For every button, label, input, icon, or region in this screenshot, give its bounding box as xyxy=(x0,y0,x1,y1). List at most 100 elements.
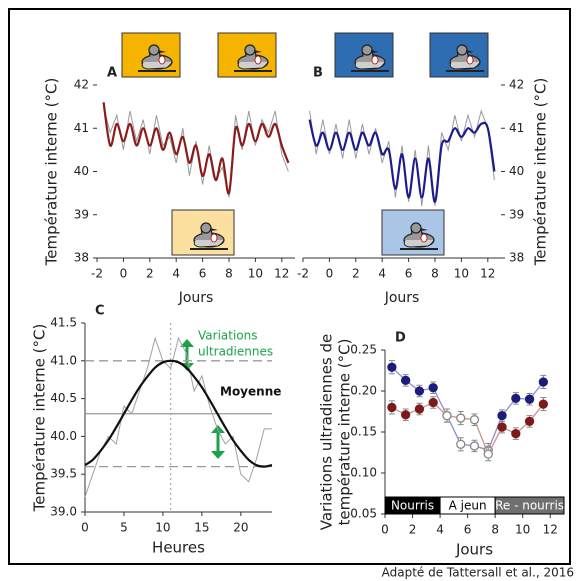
x-tick-label: 12 xyxy=(274,267,289,281)
y-tick-label: 40.0 xyxy=(50,429,77,443)
icon xyxy=(171,209,235,256)
x-tick-label: 8 xyxy=(431,267,439,281)
data-point xyxy=(387,362,397,372)
source: Adapté de Tattersall et al., 2016 xyxy=(382,566,574,580)
data-point xyxy=(401,375,411,385)
y-tick-label: 41 xyxy=(509,121,524,135)
x-tick-label: 8 xyxy=(225,267,233,281)
x-tick-label: 10 xyxy=(515,523,530,537)
panel-letter: A xyxy=(107,66,117,81)
panel-letter: C xyxy=(95,304,105,319)
x-axis-title: Jours xyxy=(178,290,214,306)
x-tick-label: 5 xyxy=(120,521,128,535)
y-axis-title: Température interne (°C) xyxy=(43,78,61,267)
data-point xyxy=(524,416,535,426)
y-tick-label: 39 xyxy=(74,207,89,221)
data-point xyxy=(442,410,452,421)
x-tick-label: 0 xyxy=(120,267,128,281)
data-point xyxy=(456,413,466,423)
icon xyxy=(217,32,277,78)
y-tick-label: 42 xyxy=(74,78,89,92)
data-line xyxy=(391,366,544,451)
data-point xyxy=(401,410,411,420)
x-tick-label: 10 xyxy=(155,521,170,535)
data-point xyxy=(387,402,397,413)
y-tick-label: 41.5 xyxy=(50,316,77,330)
y-tick-label: 0.10 xyxy=(350,466,377,480)
x-tick-label: 4 xyxy=(378,267,386,281)
x-tick-label: 6 xyxy=(199,267,207,281)
data-point xyxy=(538,399,548,409)
y-tick-label: 39.0 xyxy=(50,505,77,519)
x-tick-label: 0 xyxy=(81,521,89,535)
data-point xyxy=(428,397,438,408)
x-tick-label: 20 xyxy=(233,521,248,535)
data-point xyxy=(456,439,466,449)
y-axis-title: température interne (°C) xyxy=(336,339,354,526)
x-tick-label: 15 xyxy=(194,521,209,535)
x-tick-label: 4 xyxy=(172,267,180,281)
data-point xyxy=(497,410,507,421)
data-line xyxy=(84,359,273,468)
phase-bar xyxy=(494,496,565,515)
panel-letter: B xyxy=(313,66,323,81)
x-tick-label: 10 xyxy=(454,267,469,281)
y-tick-label: 38 xyxy=(74,251,89,265)
data-point xyxy=(511,428,521,439)
figure-frame xyxy=(8,8,571,565)
data-line xyxy=(84,336,272,498)
panel-letter: D xyxy=(395,331,406,346)
icon xyxy=(429,32,489,78)
phase-label: Re - nourris xyxy=(495,499,564,513)
data-point xyxy=(538,377,548,387)
data-point xyxy=(483,449,493,459)
data-line xyxy=(103,106,289,198)
x-tick-label: 6 xyxy=(464,523,472,537)
y-tick-label: 38 xyxy=(509,251,524,265)
y-tick-label: 40 xyxy=(509,164,524,178)
x-tick-label: 0 xyxy=(381,523,389,537)
data-point xyxy=(524,394,535,404)
annotation: Variations xyxy=(198,329,258,343)
y-tick-label: 41.0 xyxy=(50,353,77,367)
y-tick-label: 40 xyxy=(74,164,89,178)
icon xyxy=(381,209,445,256)
annotation: ultradiennes xyxy=(198,345,273,359)
y-tick-label: 39 xyxy=(509,207,524,221)
y-tick-label: 41 xyxy=(74,121,89,135)
data-point xyxy=(414,386,425,396)
data-point xyxy=(497,422,507,432)
data-line xyxy=(391,401,544,456)
x-axis-title: Heures xyxy=(152,539,205,557)
y-tick-label: 40.5 xyxy=(50,391,77,405)
x-tick-label: -2 xyxy=(297,267,309,281)
x-tick-label: 12 xyxy=(543,523,558,537)
y-axis-title: Température interne (°C) xyxy=(31,324,49,513)
data-line xyxy=(102,102,290,195)
x-tick-label: 6 xyxy=(405,267,413,281)
data-point xyxy=(469,441,480,451)
data-point xyxy=(469,415,480,425)
data-line xyxy=(309,109,495,207)
x-tick-label: 12 xyxy=(480,267,495,281)
y-tick-label: 0.25 xyxy=(350,343,377,357)
icon xyxy=(121,32,181,78)
data-point xyxy=(511,393,521,404)
x-tick-label: 8 xyxy=(491,523,499,537)
data-point xyxy=(414,404,425,414)
x-tick-label: 0 xyxy=(326,267,334,281)
icon xyxy=(334,32,394,78)
x-tick-label: 2 xyxy=(352,267,360,281)
data-line xyxy=(308,119,496,203)
x-tick-label: 10 xyxy=(248,267,263,281)
y-tick-label: 39.5 xyxy=(50,467,77,481)
y-axis-title: Variations ultradiennes de xyxy=(318,334,336,531)
data-point xyxy=(428,383,438,393)
phase-label: Nourris xyxy=(391,499,434,513)
y-tick-label: 0.15 xyxy=(350,425,377,439)
y-tick-label: 0.05 xyxy=(350,507,377,521)
y-axis-title: Température interne (°C) xyxy=(532,78,550,267)
x-tick-label: -2 xyxy=(91,267,103,281)
x-axis-title: Jours xyxy=(384,290,420,306)
